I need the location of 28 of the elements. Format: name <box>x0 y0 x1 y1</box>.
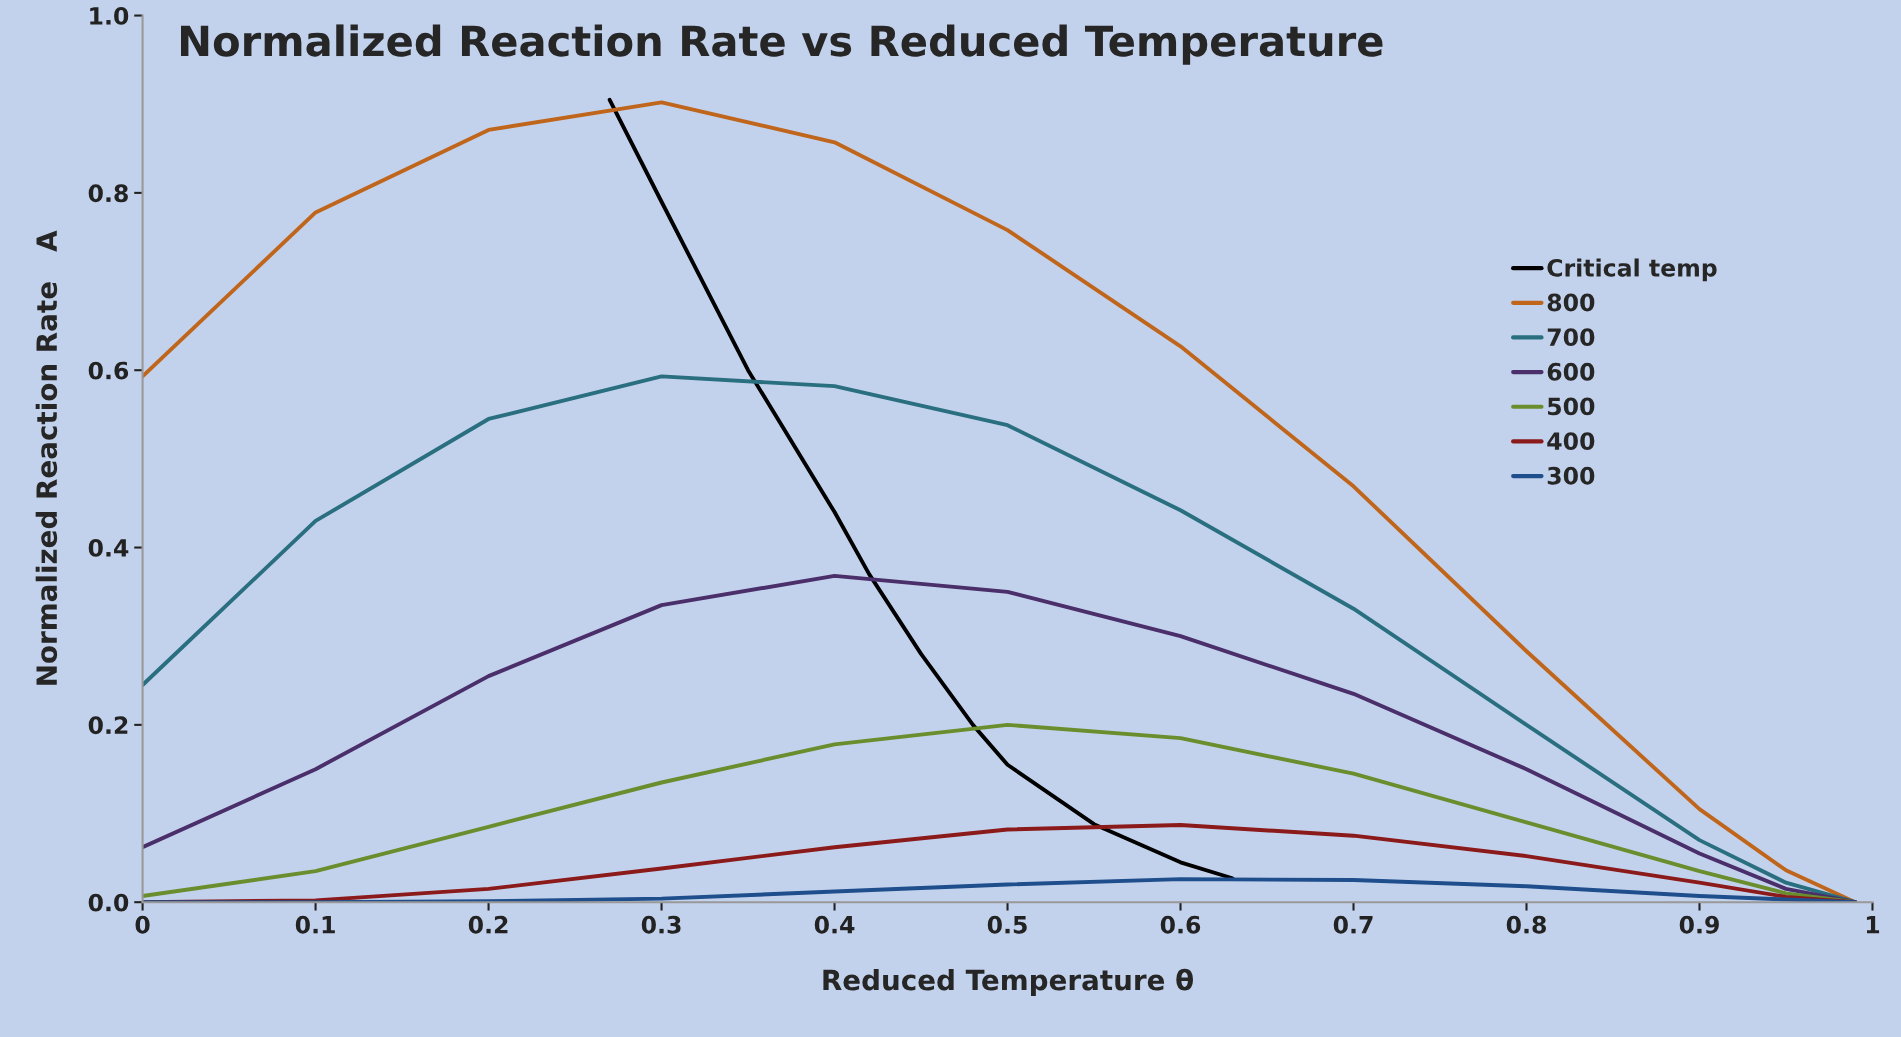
x-tick-label: 0.7 <box>1333 915 1373 934</box>
x-tick-label: 0 <box>135 915 150 934</box>
x-tick-label: 0.6 <box>1160 915 1201 934</box>
x-tick-label: 0.5 <box>987 915 1027 934</box>
y-tick-label: 1.0 <box>90 7 129 25</box>
y-tick-label: 0.2 <box>88 716 128 735</box>
x-tick-label: 0.9 <box>1679 915 1719 934</box>
legend-label: Critical temp <box>1547 258 1717 282</box>
x-tick-label: 0.3 <box>641 915 681 934</box>
y-tick-label: 0.4 <box>88 538 129 557</box>
x-tick-label: 0.1 <box>295 915 335 934</box>
line-series <box>142 877 1858 903</box>
y-tick-label: 0.8 <box>88 184 128 203</box>
y-axis-title: Normalized Reaction Rate A <box>35 230 58 685</box>
chart-title: Normalized Reaction Rate vs Reduced Temperature <box>181 24 1383 65</box>
legend-label: 300 <box>1547 466 1595 485</box>
legend-label: 700 <box>1547 328 1595 347</box>
y-tick-label: 0.0 <box>88 893 129 912</box>
legend-label: 800 <box>1547 293 1595 312</box>
legend-label: 400 <box>1547 432 1595 451</box>
legend-label: 600 <box>1547 362 1595 381</box>
legend-label: 500 <box>1548 397 1595 416</box>
x-tick-label: 0.2 <box>468 915 508 934</box>
x-tick-label: 1 <box>1866 916 1880 934</box>
x-tick-label: 0.8 <box>1506 915 1546 934</box>
y-tick-label: 0.6 <box>88 361 129 380</box>
x-tick-label: 0.4 <box>814 915 855 934</box>
x-axis-title: Reduced Temperature θ <box>823 968 1194 996</box>
